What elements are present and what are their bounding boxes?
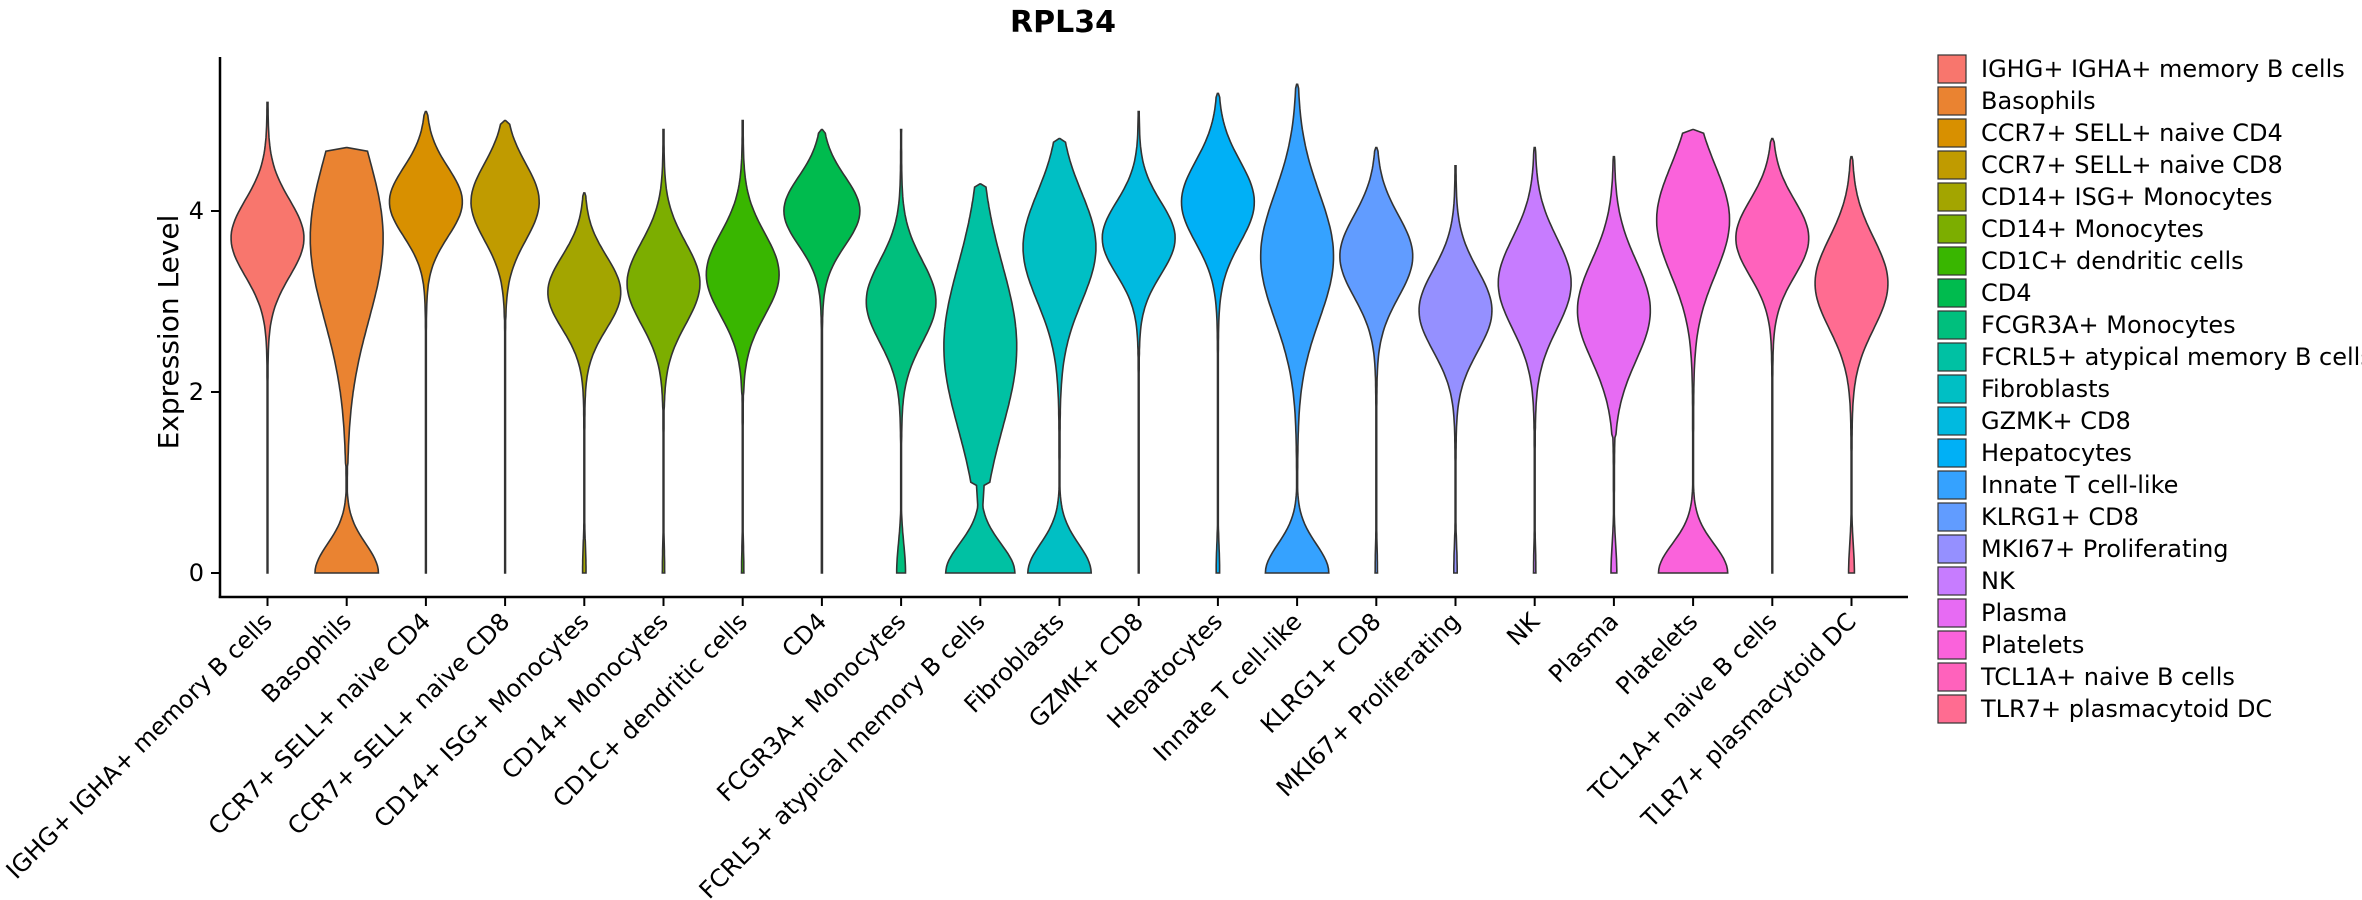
legend-label-11: GZMK+ CD8 (1981, 407, 2131, 435)
legend-swatch-5 (1937, 214, 1967, 244)
legend-swatch-7 (1937, 278, 1967, 308)
violin-17 (1576, 155, 1652, 574)
violin-13 (1259, 83, 1335, 574)
legend-swatch-6 (1937, 246, 1967, 276)
legend-label-15: MKI67+ Proliferating (1981, 535, 2229, 563)
legend-swatch-2 (1937, 118, 1967, 148)
x-tick-label-7: CD4 (777, 607, 833, 663)
x-tick-label-9: FCRL5+ atypical memory B cells (694, 607, 991, 900)
legend-label-0: IGHG+ IGHA+ memory B cells (1981, 55, 2345, 83)
legend-label-10: Fibroblasts (1981, 375, 2110, 403)
violin-6 (705, 119, 780, 574)
axes-group (218, 57, 1908, 599)
violin-7 (783, 128, 861, 574)
x-ticks-group: IGHG+ IGHA+ memory B cellsBasophilsCCR7+… (1, 597, 1862, 900)
legend-swatch-16 (1937, 566, 1967, 596)
legend-label-17: Plasma (1981, 599, 2067, 627)
y-axis-label: Expression Level (152, 215, 185, 450)
x-tick-label-0: IGHG+ IGHA+ memory B cells (1, 607, 278, 884)
legend: IGHG+ IGHA+ memory B cells Basophils CCR7+… (1937, 54, 2362, 724)
legend-swatch-12 (1937, 438, 1967, 468)
legend-label-4: CD14+ ISG+ Monocytes (1981, 183, 2273, 211)
chart-title: RPL34 (1010, 5, 1116, 40)
violin-19 (1735, 137, 1810, 574)
legend-swatch-15 (1937, 534, 1967, 564)
x-tick-label-13: Innate T cell-like (1148, 607, 1307, 766)
legend-label-20: TLR7+ plasmacytoid DC (1980, 695, 2272, 723)
legend-label-6: CD1C+ dendritic cells (1981, 247, 2244, 275)
violin-3 (470, 119, 541, 574)
violin-5 (626, 128, 701, 574)
violin-16 (1497, 146, 1572, 574)
violins-group (230, 83, 1889, 574)
y-tick-label-1: 2 (189, 378, 204, 406)
violin-20 (1814, 155, 1889, 574)
legend-swatch-10 (1937, 374, 1967, 404)
legend-label-19: TCL1A+ naive B cells (1980, 663, 2235, 691)
violin-2 (388, 110, 464, 574)
legend-swatch-14 (1937, 502, 1967, 532)
y-tick-label-0: 0 (189, 559, 204, 587)
violin-15 (1418, 165, 1493, 574)
x-tick-label-17: Plasma (1543, 607, 1624, 688)
y-ticks-group: 0 2 4 (189, 197, 220, 587)
legend-label-12: Hepatocytes (1981, 439, 2132, 467)
legend-label-8: FCGR3A+ Monocytes (1981, 311, 2236, 339)
legend-swatch-8 (1937, 310, 1967, 340)
violin-8 (865, 128, 937, 574)
violin-4 (547, 192, 622, 574)
legend-swatch-9 (1937, 342, 1967, 372)
violin-1 (309, 146, 384, 574)
legend-label-13: Innate T cell-like (1981, 471, 2178, 499)
legend-label-14: KLRG1+ CD8 (1981, 503, 2139, 531)
violin-9 (943, 183, 1018, 574)
legend-swatch-3 (1937, 150, 1967, 180)
y-tick-label-2: 4 (189, 197, 204, 225)
legend-swatch-13 (1937, 470, 1967, 500)
legend-label-2: CCR7+ SELL+ naive CD4 (1981, 119, 2283, 147)
legend-swatch-4 (1937, 182, 1967, 212)
legend-label-3: CCR7+ SELL+ naive CD8 (1981, 151, 2283, 179)
legend-label-1: Basophils (1981, 87, 2096, 115)
legend-label-16: NK (1981, 567, 2016, 595)
legend-label-9: FCRL5+ atypical memory B cells (1981, 343, 2362, 371)
legend-label-18: Platelets (1981, 631, 2084, 659)
violin-12 (1180, 92, 1256, 574)
legend-swatch-20 (1937, 694, 1967, 724)
violin-14 (1339, 146, 1414, 574)
x-tick-label-16: NK (1501, 607, 1546, 652)
violin-0 (230, 101, 305, 574)
legend-swatch-1 (1937, 86, 1967, 116)
legend-swatch-19 (1937, 662, 1967, 692)
legend-label-7: CD4 (1981, 279, 2032, 307)
violin-11 (1101, 110, 1176, 574)
violin-18 (1655, 128, 1731, 574)
violin-10 (1022, 137, 1097, 574)
legend-swatch-0 (1937, 54, 1967, 84)
legend-swatch-17 (1937, 598, 1967, 628)
legend-swatch-11 (1937, 406, 1967, 436)
legend-swatch-18 (1937, 630, 1967, 660)
legend-label-5: CD14+ Monocytes (1981, 215, 2204, 243)
